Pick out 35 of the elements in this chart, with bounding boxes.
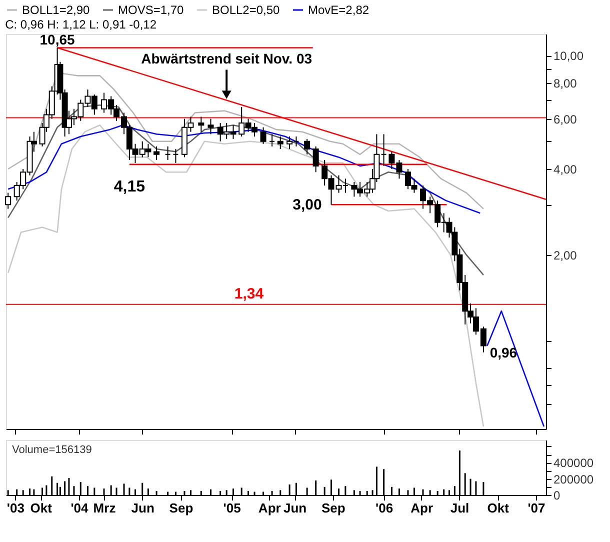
x-tick-label: '04: [70, 500, 90, 516]
x-tick-label: '05: [223, 500, 241, 516]
annotation: 4,15: [114, 178, 146, 196]
chart-title: C: 0,96 H: 1,12 L: 0,91 -0,12: [5, 18, 157, 32]
x-tick-label: Sep: [321, 500, 346, 516]
x-tick-label: '03: [6, 500, 24, 516]
y-tick-label: 200000: [554, 472, 594, 486]
y-tick-label: 400000: [554, 456, 594, 470]
x-tick-label: Jun: [131, 500, 154, 516]
x-tick-label: Okt: [30, 500, 53, 516]
y-tick-label: 2,00: [554, 248, 578, 262]
legend-label: BOLL1=2,90: [22, 3, 90, 17]
x-tick-label: Okt: [487, 500, 510, 516]
x-tick-label: Apr: [258, 500, 281, 516]
y-tick-label: 6,00: [554, 112, 578, 126]
x-tick-label: Sep: [169, 500, 194, 516]
legend-label: MOVS=1,70: [118, 3, 184, 17]
x-tick-label: '06: [376, 500, 394, 516]
x-tick-label: Mrz: [93, 500, 116, 516]
annotation: 3,00: [292, 196, 322, 214]
x-tick-label: Jun: [283, 500, 307, 516]
legend-label: MovE=2,82: [308, 3, 370, 17]
x-tick-label: Apr: [410, 500, 434, 516]
y-tick-label: 10,00: [554, 49, 584, 64]
annotation: Volume=156139: [12, 444, 92, 456]
ref-line-label: 1,34: [234, 285, 264, 302]
y-tick-label: 8,00: [554, 76, 578, 91]
annotation: 0,96: [490, 344, 518, 361]
annotation: Abwärtstrend seit Nov. 03: [141, 50, 312, 67]
x-tick-label: Jul: [450, 500, 470, 516]
y-tick-label: 4,00: [554, 162, 578, 177]
legend-label: BOLL2=0,50: [212, 3, 280, 17]
annotation: 10,65: [40, 32, 76, 48]
x-tick-label: '07: [528, 500, 546, 516]
y-tick-label: 0: [554, 488, 560, 502]
